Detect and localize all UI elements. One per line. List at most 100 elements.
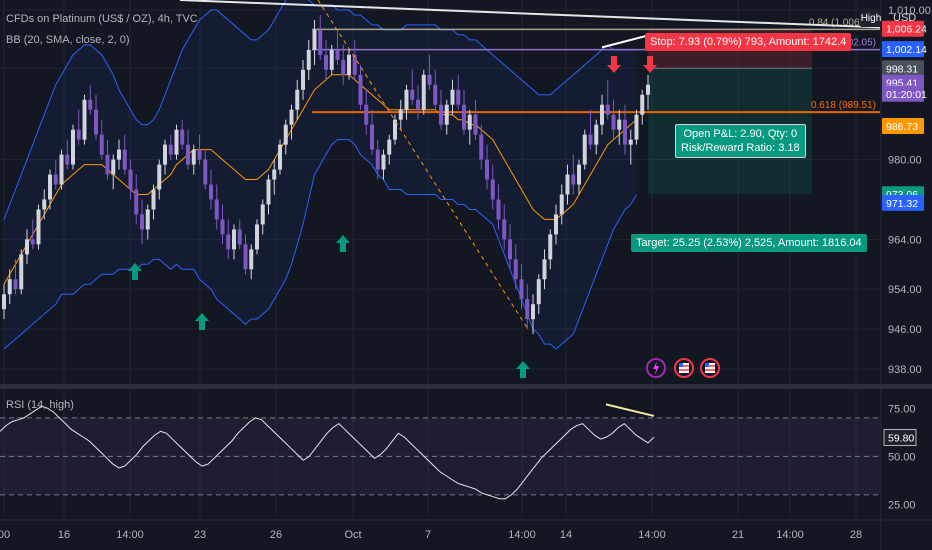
time-tick-label: 16 (58, 529, 70, 541)
signal-up-arrow (128, 263, 142, 280)
flag-stripes-icon (705, 363, 715, 373)
candle-body (513, 259, 518, 280)
candle-body (94, 109, 98, 135)
candle-body (640, 94, 645, 115)
candle-body (381, 154, 386, 170)
price-badge-label: 1,006.24 (886, 24, 927, 36)
rsi-tick-label: 25.00 (888, 500, 916, 512)
dashed-fib-leg (317, 0, 529, 330)
price-badge-label: 998.31 (886, 63, 918, 75)
candle-body (111, 159, 116, 175)
time-tick-label: 14 (560, 529, 572, 541)
candle-body (272, 169, 277, 180)
high-source-badge[interactable]: High (860, 10, 882, 27)
signal-down-arrow (607, 56, 621, 73)
rsi-value-label: 59.80 (888, 433, 914, 445)
candle-body (433, 84, 438, 105)
candle-body (439, 104, 443, 125)
candle-body (421, 74, 426, 110)
candle-body (324, 54, 328, 70)
candle-body (416, 99, 420, 110)
candle-body (582, 134, 587, 165)
candle-body (76, 129, 81, 140)
candle-body (600, 104, 604, 125)
candle-body (140, 214, 144, 230)
time-tick-label: Oct (344, 529, 361, 541)
candle-body (301, 69, 305, 90)
symbol-title[interactable]: CFDs on Platinum (US$ / OZ), 4h, TVC (6, 13, 198, 25)
candle-body (525, 299, 530, 320)
candle-body (375, 149, 380, 170)
lightning-icon (653, 361, 659, 375)
candle-body (88, 99, 93, 110)
candle-body (42, 199, 47, 210)
candle-body (134, 189, 139, 215)
fib-label: 0.84 (1,006.11) (809, 17, 876, 28)
candle-body (99, 134, 104, 155)
candle-body (450, 89, 455, 105)
price-tick-label: 938.00 (888, 364, 922, 376)
candle-body (341, 59, 346, 75)
currency-label[interactable]: USD (893, 12, 917, 24)
bb-indicator-label[interactable]: BB (20, SMA, close, 2, 0) (6, 34, 130, 46)
time-tick-label: 00 (0, 529, 10, 541)
candle-body (260, 204, 265, 225)
candle-body (232, 229, 236, 250)
candle-body (203, 159, 208, 185)
candle-body (278, 144, 282, 170)
candle-body (243, 244, 248, 270)
candle-body (531, 304, 535, 320)
time-tick-label: 28 (850, 529, 862, 541)
resistance-trendline (179, 0, 881, 29)
time-tick-label: 7 (425, 529, 431, 541)
rsi-pane (0, 405, 880, 500)
candle-body (335, 49, 340, 60)
candle-body (306, 49, 311, 70)
candle-body (634, 114, 639, 140)
stop-loss-label: Stop: 7.93 (0.79%) 793, Amount: 1742.4 (645, 33, 852, 51)
candle-body (7, 279, 12, 295)
open-pnl-text: Open P&L: 2.90, Qty: 0 (683, 128, 798, 140)
candle-body (36, 209, 41, 245)
price-divergence-line (601, 33, 651, 49)
candle-body (2, 294, 6, 310)
candle-body (249, 249, 254, 270)
rsi-indicator-label[interactable]: RSI (14, high) (6, 399, 74, 411)
candle-body (168, 144, 173, 155)
candle-body (467, 114, 472, 130)
candle-body (197, 149, 202, 160)
price-badge-label: 1,002.14 (886, 44, 927, 56)
time-tick-label: 14:00 (116, 529, 144, 541)
candle-body (255, 224, 259, 250)
candle-body (128, 169, 133, 190)
candle-body (71, 129, 75, 165)
candle-body (387, 139, 392, 155)
candle-body (191, 149, 196, 165)
candle-body (226, 234, 231, 250)
candle-body (548, 234, 553, 260)
candle-body (157, 164, 162, 190)
candle-body (605, 104, 610, 115)
price-badge (882, 41, 924, 58)
fib-label: 0.618 (989.51) (811, 100, 876, 111)
candle-body (174, 129, 179, 155)
pane-separator (0, 384, 932, 389)
candle-body (536, 279, 541, 305)
candle-body (462, 104, 466, 130)
price-badge-label: 986.73 (886, 121, 918, 133)
signal-down-arrow (643, 56, 657, 73)
price-badge (882, 194, 924, 211)
candle-body (473, 114, 478, 135)
candle-body (398, 109, 403, 120)
candle-body (410, 89, 415, 100)
time-tick-label: 23 (194, 529, 206, 541)
time-tick-label: 26 (270, 529, 282, 541)
open-pnl-box: Open P&L: 2.90, Qty: 0 Risk/Reward Ratio… (675, 124, 806, 158)
candle-body (13, 279, 18, 290)
candle-body (364, 104, 369, 125)
price-tick-label: 954.00 (888, 284, 922, 296)
candle-body (30, 239, 35, 245)
price-tick-label: 1,010.00 (888, 5, 931, 17)
event-icons[interactable] (646, 358, 720, 378)
